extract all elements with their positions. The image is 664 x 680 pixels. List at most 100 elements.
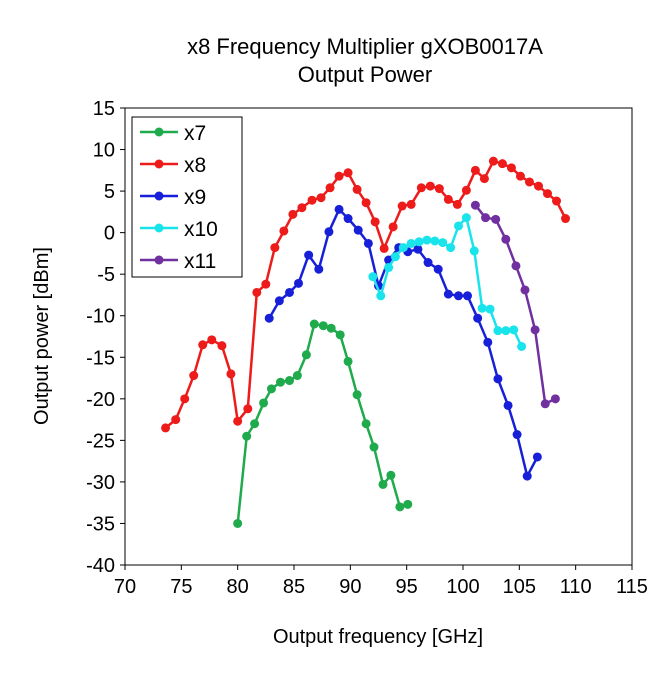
data-point-x9	[512, 430, 522, 440]
data-point-x8	[552, 196, 562, 206]
data-point-x10	[501, 326, 511, 336]
data-point-x8	[506, 163, 516, 173]
series-x8	[161, 156, 571, 433]
data-point-x8	[288, 209, 298, 219]
x-tick-label: 115	[616, 576, 648, 598]
y-tick-label: -30	[86, 472, 115, 494]
data-point-x7	[266, 384, 276, 394]
data-point-x8	[561, 214, 571, 224]
data-point-x8	[198, 340, 208, 350]
data-point-x9	[353, 225, 363, 235]
legend-label-x10: x10	[184, 218, 218, 241]
data-point-x10	[406, 238, 416, 248]
x-axis-ticks: 70 75 80 85 90 95 100 105 110 115	[114, 565, 648, 598]
data-point-x9	[522, 471, 532, 481]
data-point-x10	[485, 304, 495, 314]
data-point-x7	[259, 398, 269, 408]
data-point-x9	[274, 296, 284, 306]
data-point-x11	[491, 214, 501, 224]
data-point-x8	[270, 243, 280, 253]
data-point-x9	[343, 214, 353, 224]
data-point-x8	[533, 181, 543, 191]
data-point-x8	[370, 217, 380, 227]
data-point-x11	[530, 325, 540, 335]
data-point-x10	[477, 303, 487, 313]
data-point-x8	[452, 199, 462, 209]
data-point-x9	[433, 264, 443, 274]
data-point-x9	[363, 238, 373, 248]
data-point-x8	[388, 222, 398, 232]
data-point-x9	[463, 291, 473, 301]
data-point-x8	[479, 174, 489, 184]
data-point-x9	[264, 313, 274, 323]
data-point-x8	[497, 159, 507, 169]
y-axis-label: Output power [dBm]	[31, 247, 53, 425]
data-point-x10	[493, 326, 503, 336]
data-point-x8	[379, 243, 389, 253]
data-point-x9	[304, 250, 314, 260]
legend-label-x9: x9	[184, 186, 206, 209]
data-point-x8	[515, 171, 525, 181]
data-point-x8	[416, 183, 426, 193]
data-point-x8	[279, 226, 289, 236]
data-point-x9	[483, 337, 493, 347]
y-tick-label: 15	[93, 98, 115, 120]
data-point-x7	[242, 431, 252, 441]
data-point-x8	[297, 203, 307, 213]
data-point-x11	[470, 200, 480, 210]
data-point-x8	[543, 189, 552, 199]
data-point-x7	[369, 442, 379, 452]
y-tick-label: -10	[86, 306, 115, 328]
data-point-x7	[403, 499, 413, 509]
data-point-x9	[324, 227, 334, 237]
data-point-x11	[540, 399, 550, 409]
y-axis-ticks: 15 10 5 0 -5 -10 -15 -20 -25 -30 -35 -40	[86, 98, 125, 577]
data-point-x8	[352, 184, 362, 194]
data-point-x8	[233, 416, 243, 426]
legend: x7 x8 x9 x10 x11	[131, 116, 243, 278]
data-point-x10	[376, 291, 386, 301]
legend-marker-x9	[154, 191, 164, 201]
data-point-x8	[361, 198, 371, 208]
data-point-x7	[335, 330, 345, 340]
data-point-x7	[309, 319, 319, 329]
data-point-x10	[517, 341, 527, 351]
data-point-x10	[461, 213, 471, 223]
data-point-x9	[493, 374, 503, 384]
x-tick-label: 70	[114, 576, 136, 598]
data-point-x8	[243, 404, 253, 414]
data-point-x10	[368, 272, 378, 282]
data-point-x7	[395, 502, 405, 512]
data-point-x10	[414, 237, 424, 247]
data-point-x8	[261, 279, 271, 289]
data-point-x8	[226, 369, 236, 379]
y-tick-label: 5	[104, 181, 115, 203]
data-point-x9	[443, 289, 453, 299]
y-tick-label: -35	[86, 513, 115, 535]
data-point-x7	[301, 350, 311, 360]
data-point-x8	[434, 184, 444, 194]
data-point-x11	[501, 234, 511, 244]
data-point-x7	[275, 377, 285, 387]
x-tick-label: 95	[396, 576, 418, 598]
x-tick-label: 90	[339, 576, 361, 598]
data-point-x10	[422, 235, 432, 245]
series-line-x7	[236, 322, 409, 524]
data-point-x8	[189, 371, 199, 381]
data-point-x7	[292, 371, 302, 381]
data-point-x9	[503, 400, 513, 410]
data-point-x7	[343, 356, 353, 366]
data-point-x10	[390, 252, 400, 262]
y-tick-label: -40	[86, 555, 115, 577]
x-tick-label: 105	[503, 576, 536, 598]
data-point-x8	[171, 415, 181, 425]
data-point-x10	[469, 246, 479, 256]
data-point-x8	[488, 156, 498, 166]
legend-label-x8: x8	[184, 154, 206, 177]
x-axis-label: Output frequency [GHz]	[273, 626, 483, 648]
data-point-x9	[423, 258, 433, 268]
data-point-x8	[397, 201, 407, 211]
data-point-x7	[284, 376, 294, 386]
plot-area	[124, 107, 633, 566]
